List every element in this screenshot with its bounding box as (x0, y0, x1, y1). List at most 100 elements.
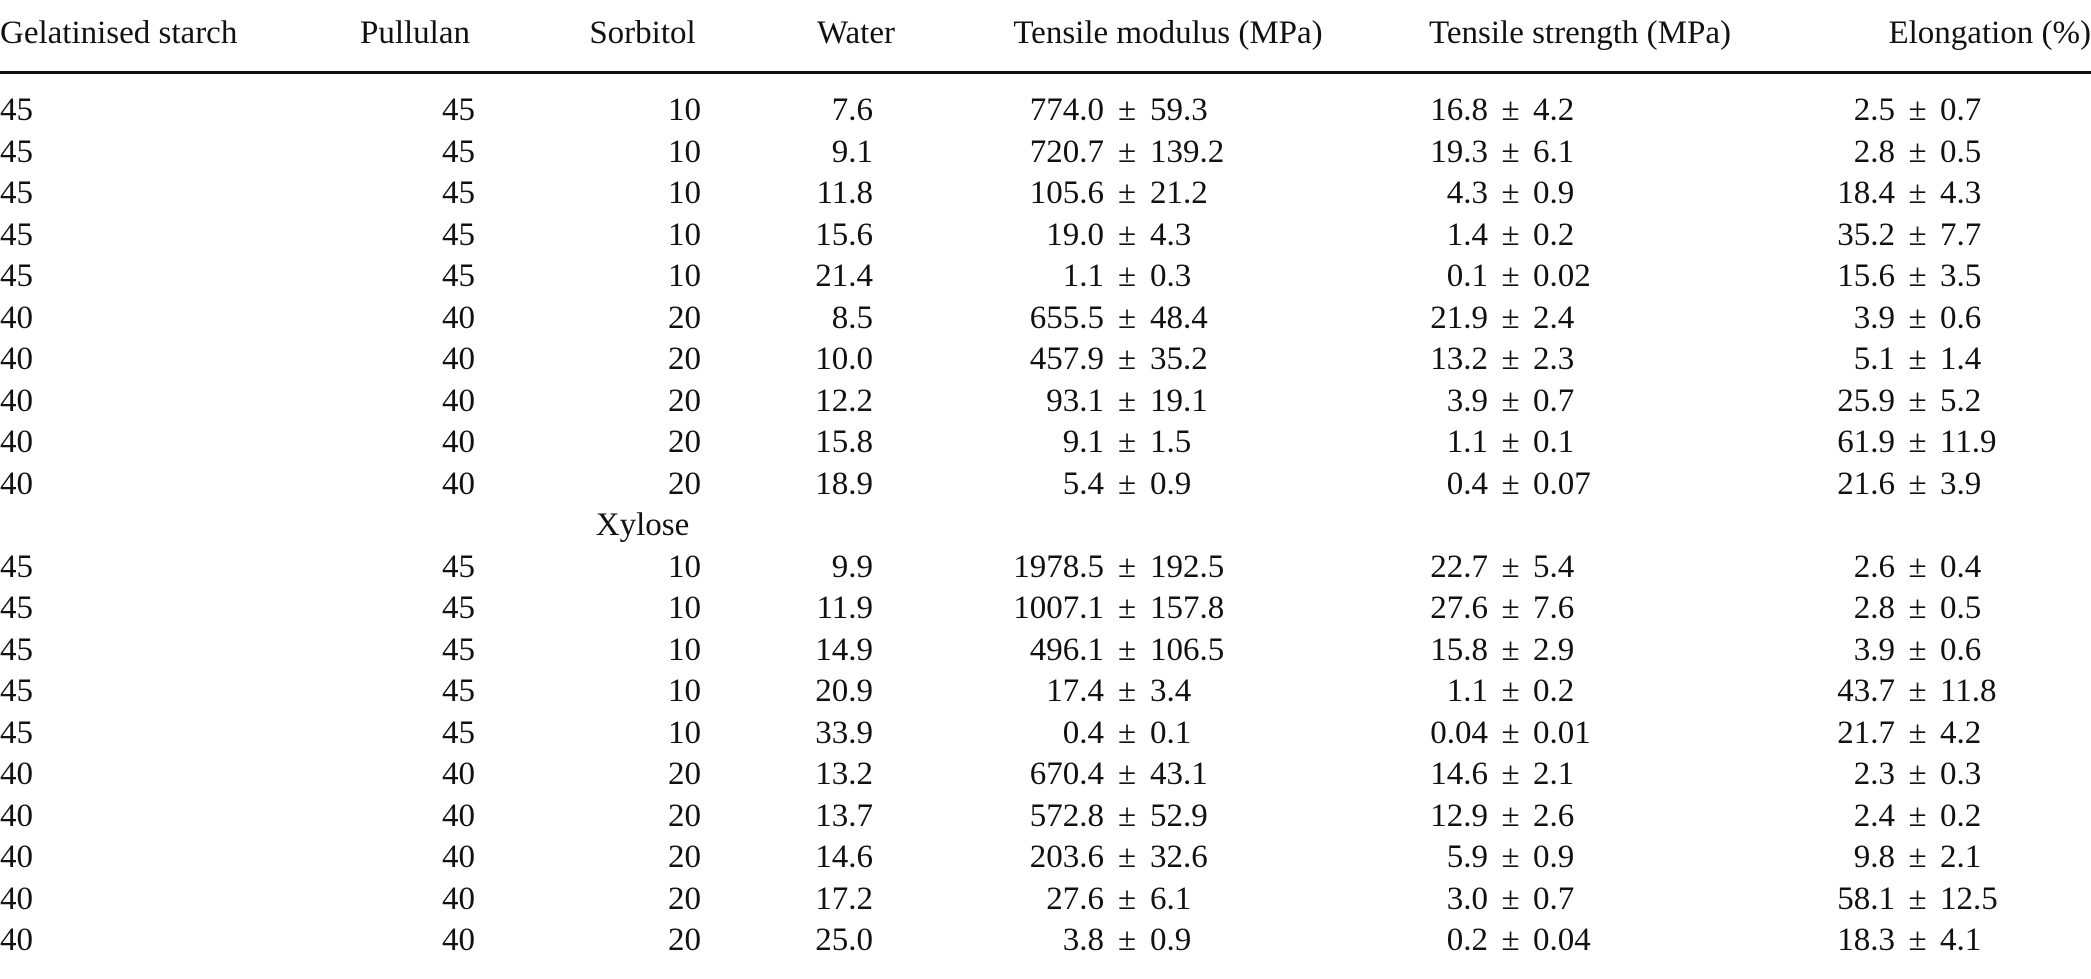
cell-pullulan: 45 (442, 216, 475, 253)
cell-modulus-pm: ± (1117, 382, 1137, 419)
table-row: 45 45 10 9.1 720.7 ±139.2 19.3 ±6.1 2.8 ±0.5 (0, 132, 2091, 172)
cell-water: 14.6 (815, 839, 873, 875)
header-tensile-strength: Tensile strength (MPa) (1429, 15, 1731, 51)
cell-strength-mean: 22.7 (1430, 548, 1488, 585)
cell-elongation-mean: 61.9 (1837, 424, 1895, 460)
cell-modulus-pm: ± (1117, 673, 1137, 709)
cell-starch: 40 (0, 839, 33, 875)
cell-strength-sd: 2.4 (1533, 299, 1575, 336)
cell-strength-pm: ± (1501, 216, 1520, 253)
cell-elongation-sd: 7.7 (1940, 216, 1982, 253)
cell-water: 11.8 (816, 175, 873, 211)
cell-modulus-mean: 5.4 (1062, 465, 1104, 502)
cell-starch: 40 (0, 880, 33, 917)
cell-starch: 40 (0, 922, 33, 958)
header-elongation: Elongation (%) (1888, 15, 2091, 51)
cell-elongation-pm: ± (1908, 465, 1927, 502)
cell-elongation-pm: ± (1908, 922, 1927, 958)
cell-modulus-pm: ± (1117, 756, 1137, 792)
cell-pullulan: 45 (442, 175, 475, 211)
table-row: 40 40 20 13.2 670.4 ±43.1 14.6 ±2.1 2.3 ±0.3 (0, 754, 2091, 794)
cell-strength-pm: ± (1501, 133, 1520, 170)
cell-strength-sd: 6.1 (1533, 133, 1575, 170)
table-row: 45 45 10 7.6 774.0 ±59.3 16.8 ±4.2 2.5 ±0.7 (0, 90, 2091, 130)
cell-strength-sd: 2.6 (1533, 797, 1575, 834)
cell-elongation-mean: 3.9 (1853, 299, 1895, 336)
cell-water: 8.5 (831, 299, 873, 336)
cell-strength-pm: ± (1501, 839, 1520, 875)
cell-water: 13.7 (815, 797, 873, 834)
cell-elongation-sd: 12.5 (1940, 880, 1998, 917)
cell-modulus-sd: 0.3 (1150, 258, 1192, 294)
cell-modulus-sd: 4.3 (1150, 216, 1192, 253)
cell-strength-pm: ± (1501, 673, 1520, 709)
cell-pullulan: 40 (442, 341, 475, 377)
cell-water: 15.8 (815, 424, 873, 460)
cell-modulus-sd: 3.4 (1150, 673, 1192, 709)
cell-modulus-mean: 457.9 (1029, 341, 1104, 377)
cell-elongation-sd: 0.5 (1940, 590, 1982, 626)
cell-elongation-pm: ± (1908, 631, 1927, 668)
cell-strength-pm: ± (1501, 631, 1520, 668)
cell-elongation-sd: 4.2 (1940, 714, 1982, 751)
cell-elongation-pm: ± (1908, 258, 1927, 294)
cell-modulus-pm: ± (1117, 880, 1137, 917)
cell-starch: 45 (0, 590, 33, 626)
cell-strength-sd: 0.2 (1533, 673, 1575, 709)
cell-elongation-pm: ± (1908, 839, 1927, 875)
cell-water: 12.2 (815, 382, 873, 419)
cell-starch: 45 (0, 258, 33, 294)
table-row: 45 45 10 21.4 1.1 ±0.3 0.1 ±0.02 15.6 ±3.5 (0, 256, 2091, 296)
cell-elongation-mean: 2.3 (1853, 756, 1895, 792)
header-row: Gelatinised starch Pullulan Sorbitol Wat… (0, 13, 2091, 53)
cell-modulus-pm: ± (1117, 175, 1137, 211)
cell-strength-mean: 0.1 (1446, 258, 1488, 294)
cell-modulus-sd: 43.1 (1150, 756, 1208, 792)
cell-elongation-sd: 0.6 (1940, 299, 1982, 336)
cell-elongation-mean: 2.8 (1853, 133, 1895, 170)
cell-modulus-mean: 19.0 (1046, 216, 1104, 253)
cell-strength-mean: 4.3 (1446, 175, 1488, 211)
cell-modulus-sd: 157.8 (1150, 590, 1225, 626)
cell-elongation-pm: ± (1908, 216, 1927, 253)
cell-elongation-sd: 0.2 (1940, 797, 1982, 834)
header-sorbitol: Sorbitol (589, 15, 696, 51)
cell-strength-sd: 4.2 (1533, 92, 1575, 128)
cell-elongation-mean: 2.5 (1853, 92, 1895, 128)
cell-strength-mean: 1.4 (1446, 216, 1488, 253)
cell-starch: 45 (0, 673, 33, 709)
cell-modulus-mean: 0.4 (1062, 714, 1104, 751)
cell-strength-mean: 13.2 (1430, 341, 1488, 377)
cell-modulus-mean: 572.8 (1029, 797, 1104, 834)
cell-water: 7.6 (831, 92, 873, 128)
table-row: 40 40 20 13.7 572.8 ±52.9 12.9 ±2.6 2.4 ±0.2 (0, 796, 2091, 836)
cell-modulus-mean: 105.6 (1029, 175, 1104, 211)
cell-plasticiser: 20 (668, 299, 701, 336)
cell-modulus-pm: ± (1117, 548, 1137, 585)
cell-elongation-mean: 58.1 (1837, 880, 1895, 917)
cell-strength-sd: 0.7 (1533, 382, 1575, 419)
cell-plasticiser: 20 (668, 382, 701, 419)
cell-pullulan: 40 (442, 880, 475, 917)
cell-pullulan: 40 (442, 424, 475, 460)
cell-strength-pm: ± (1501, 714, 1520, 751)
cell-modulus-sd: 0.1 (1150, 714, 1192, 751)
table-row: 45 45 10 15.6 19.0 ±4.3 1.4 ±0.2 35.2 ±7.7 (0, 215, 2091, 255)
cell-modulus-mean: 3.8 (1062, 922, 1104, 958)
cell-strength-sd: 0.01 (1533, 714, 1591, 751)
header-pullulan: Pullulan (359, 15, 470, 51)
cell-modulus-sd: 6.1 (1150, 880, 1192, 917)
cell-modulus-mean: 93.1 (1046, 382, 1104, 419)
cell-modulus-mean: 1.1 (1062, 258, 1104, 294)
cell-modulus-mean: 655.5 (1029, 299, 1104, 336)
cell-starch: 45 (0, 631, 33, 668)
cell-water: 33.9 (815, 714, 873, 751)
cell-strength-mean: 0.2 (1446, 922, 1488, 958)
cell-modulus-sd: 0.9 (1150, 922, 1192, 958)
cell-pullulan: 45 (442, 714, 475, 751)
cell-elongation-pm: ± (1908, 92, 1927, 128)
cell-plasticiser: 10 (668, 590, 701, 626)
cell-elongation-mean: 2.4 (1853, 797, 1895, 834)
cell-strength-mean: 1.1 (1446, 424, 1488, 460)
cell-strength-sd: 7.6 (1533, 590, 1575, 626)
